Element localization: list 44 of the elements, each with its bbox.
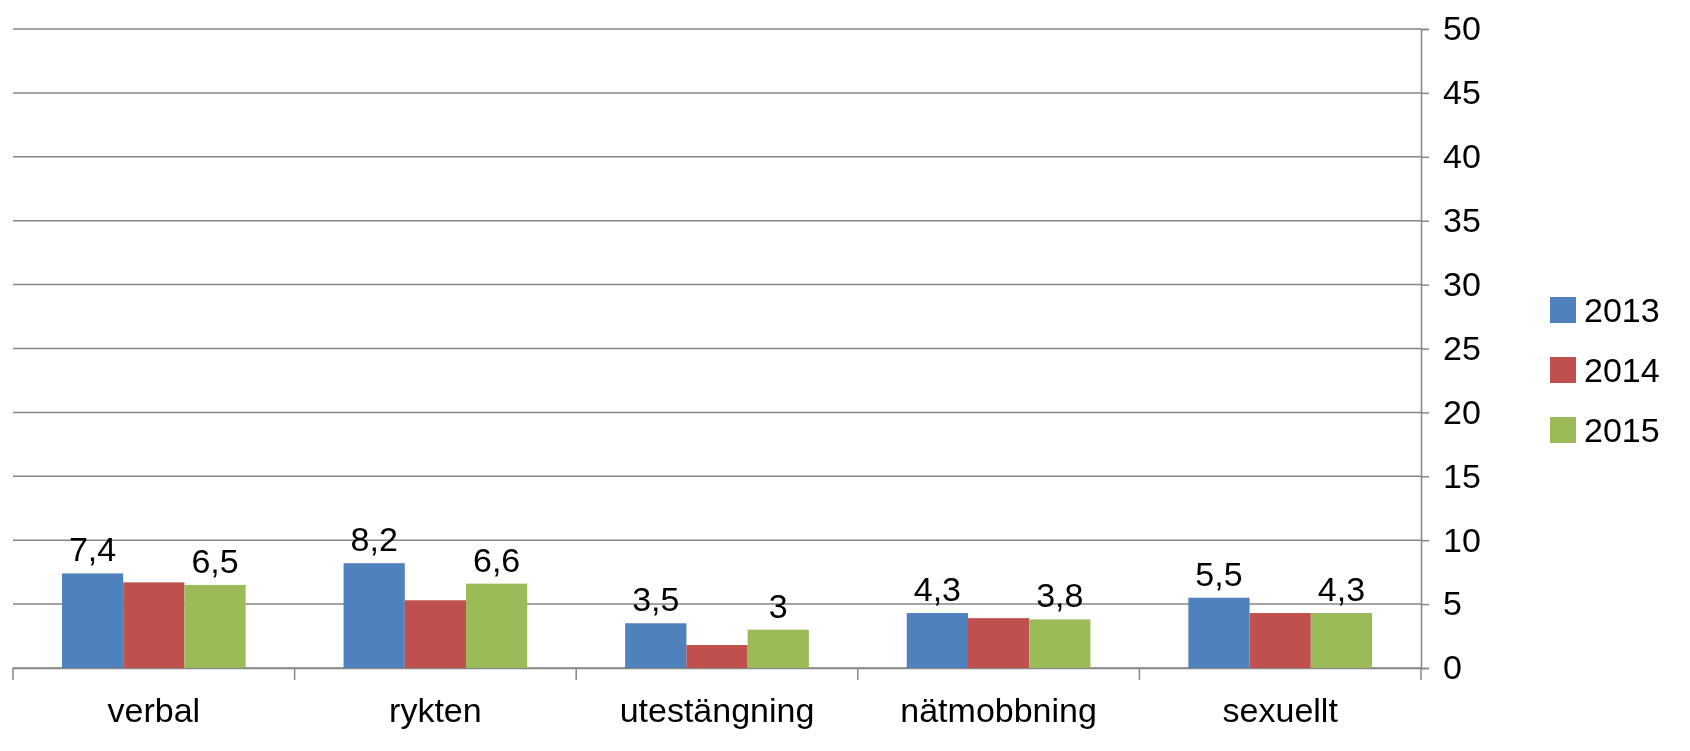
data-label: 3 [768, 586, 788, 625]
bar [686, 645, 748, 668]
x-tick-label: utestängning [619, 691, 815, 730]
y-tick-label: 35 [1443, 201, 1481, 240]
y-tick-label: 0 [1443, 648, 1462, 687]
y-tick-label: 45 [1443, 73, 1481, 112]
legend-label: 2015 [1584, 411, 1660, 449]
x-tick-label: sexuellt [1222, 691, 1339, 730]
data-label: 4,3 [913, 570, 962, 609]
x-tick-label: nätmobbning [900, 691, 1097, 730]
bar [747, 629, 809, 668]
bar [967, 618, 1030, 668]
y-tick-label: 10 [1443, 520, 1481, 559]
bar [184, 584, 246, 668]
y-tick-label: 40 [1443, 137, 1481, 176]
legend-label: 2013 [1584, 291, 1660, 329]
y-tick-label: 30 [1443, 264, 1481, 303]
data-label: 6,5 [191, 541, 239, 580]
data-label: 6,6 [472, 540, 521, 579]
y-tick-label: 50 [1443, 9, 1481, 48]
bar [1029, 619, 1091, 668]
x-tick-label: verbal [107, 691, 201, 730]
data-label: 3,5 [632, 580, 680, 619]
bar [466, 583, 528, 668]
bar [625, 623, 687, 668]
bar [343, 563, 405, 668]
y-tick-label: 20 [1443, 392, 1481, 431]
y-tick-label: 15 [1443, 456, 1481, 495]
data-label: 3,8 [1036, 576, 1084, 615]
x-tick-label: rykten [389, 691, 482, 730]
data-label: 4,3 [1317, 570, 1366, 609]
bar [1310, 613, 1373, 668]
bar [61, 573, 124, 668]
data-label: 8,2 [350, 520, 398, 559]
data-label: 7,4 [68, 530, 117, 569]
bar [1249, 613, 1311, 668]
y-tick-label: 25 [1443, 328, 1481, 367]
y-tick-label: 5 [1443, 584, 1462, 623]
bar [1188, 597, 1250, 668]
bar [906, 613, 968, 668]
legend-label: 2014 [1584, 351, 1660, 389]
bar [404, 600, 467, 668]
data-label: 5,5 [1195, 554, 1243, 593]
bar [123, 582, 185, 668]
